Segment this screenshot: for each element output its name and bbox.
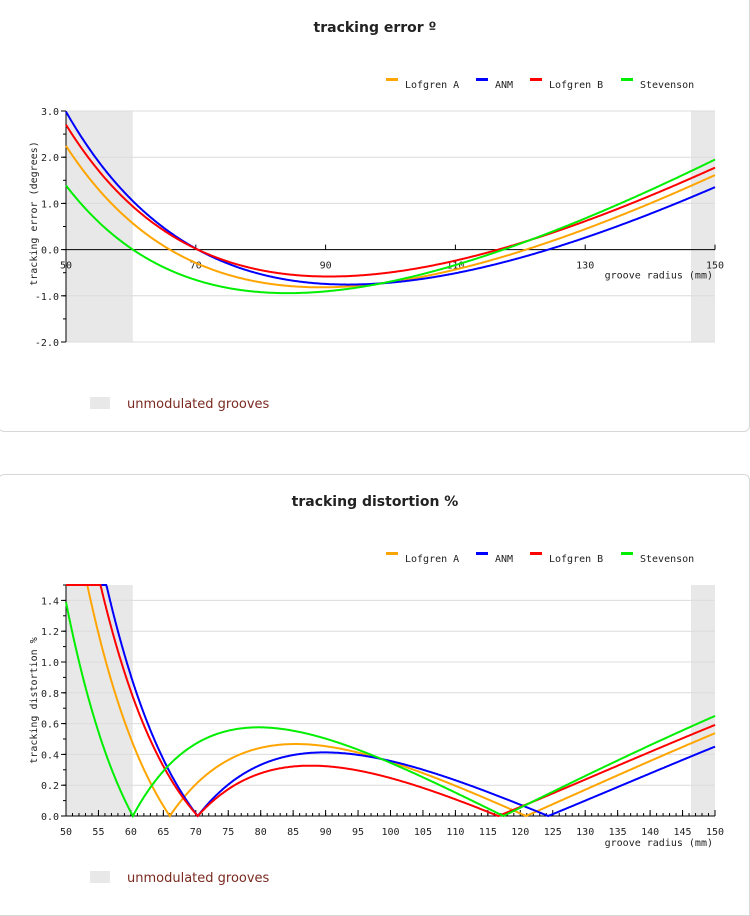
x-tick-label: 90 [320,827,332,838]
x-tick-label: 145 [674,827,692,838]
legend-swatch [621,552,633,555]
x-tick-label: 70 [190,827,202,838]
shaded-swatch [90,397,110,409]
x-tick-label: 95 [352,827,364,838]
y-tick-label: 0.8 [41,689,59,700]
x-tick-label: 115 [479,827,497,838]
y-tick-label: 0.4 [41,750,59,761]
x-tick-label: 130 [576,827,594,838]
y-tick-label: 0.0 [41,812,59,823]
series-line-lofgren-b [65,124,716,278]
x-tick-label: 125 [544,827,562,838]
y-tick-label: 1.4 [41,596,59,607]
y-axis-label: tracking distortion % [29,637,40,763]
x-tick-label: 75 [222,827,234,838]
legend-swatch [386,552,398,555]
y-tick-label: 1.2 [41,627,59,638]
legend-swatch [530,552,542,555]
y-tick-label: 2.0 [41,153,59,164]
legend-swatch [476,552,488,555]
x-tick-label: 70 [190,261,202,272]
x-tick-label: 135 [609,827,627,838]
y-tick-label: 3.0 [41,107,59,118]
x-tick-label: 55 [92,827,104,838]
series-line-anm [65,111,716,286]
series-line-lofgren-b [66,584,716,818]
x-tick-label: 65 [157,827,169,838]
y-tick-label: -1.0 [35,292,59,303]
chart-title-tracking-distortion: tracking distortion % [291,494,459,510]
y-tick-label: 1.0 [41,658,59,669]
series-line-stevenson [65,158,716,295]
legend-label: ANM [495,554,513,565]
y-tick-label: 1.0 [41,199,59,210]
legend-swatch [476,78,488,81]
x-tick-label: 150 [706,261,724,272]
y-tick-label: -2.0 [35,338,59,349]
x-tick-label: 110 [446,827,464,838]
unmodulated-legend-1: unmodulated grooves [90,397,269,412]
unmodulated-label: unmodulated grooves [127,397,270,412]
chart-title-tracking-error: tracking error º [313,20,437,36]
x-tick-label: 60 [125,827,137,838]
legend-label: Lofgren B [549,554,603,565]
legend-label: Stevenson [640,80,694,91]
series-line-lofgren-a [66,584,716,818]
y-axis-label: tracking error (degrees) [29,141,40,286]
tracking-error-chart: 3.0 2.0 1.0 0.0 -1.0 -2.0 50 70 90 110 130 150groov… [29,78,724,349]
x-tick-label: 140 [641,827,659,838]
x-tick-label: 50 [60,827,72,838]
shaded-swatch [90,871,110,883]
x-tick-label: 50 [60,261,72,272]
unmodulated-region [690,111,715,342]
x-axis-label: groove radius (mm) [605,838,713,849]
legend-label: Stevenson [640,554,694,565]
unmodulated-legend-2: unmodulated grooves [90,871,269,886]
legend-swatch [621,78,633,81]
unmodulated-region [690,585,715,816]
legend-label: Lofgren A [405,554,459,565]
x-tick-label: 120 [511,827,529,838]
unmodulated-region [66,585,133,816]
x-tick-label: 105 [414,827,432,838]
series-line-stevenson [65,602,716,819]
series-line-anm [66,584,716,818]
x-axis-label: groove radius (mm) [605,271,713,282]
unmodulated-region [66,111,133,342]
x-tick-label: 85 [287,827,299,838]
x-tick-label: 130 [576,261,594,272]
x-tick-label: 90 [320,261,332,272]
legend-label: ANM [495,80,513,91]
legend-label: Lofgren B [549,80,603,91]
y-tick-label: 0.2 [41,781,59,792]
legend-swatch [386,78,398,81]
x-tick-label: 150 [706,827,724,838]
unmodulated-label: unmodulated grooves [127,871,270,886]
y-tick-label: 0.6 [41,720,59,731]
x-tick-label: 110 [446,261,464,272]
legend-label: Lofgren A [405,80,459,91]
y-tick-label: 0.0 [41,246,59,257]
x-tick-label: 80 [255,827,267,838]
x-tick-label: 100 [381,827,399,838]
legend-swatch [530,78,542,81]
